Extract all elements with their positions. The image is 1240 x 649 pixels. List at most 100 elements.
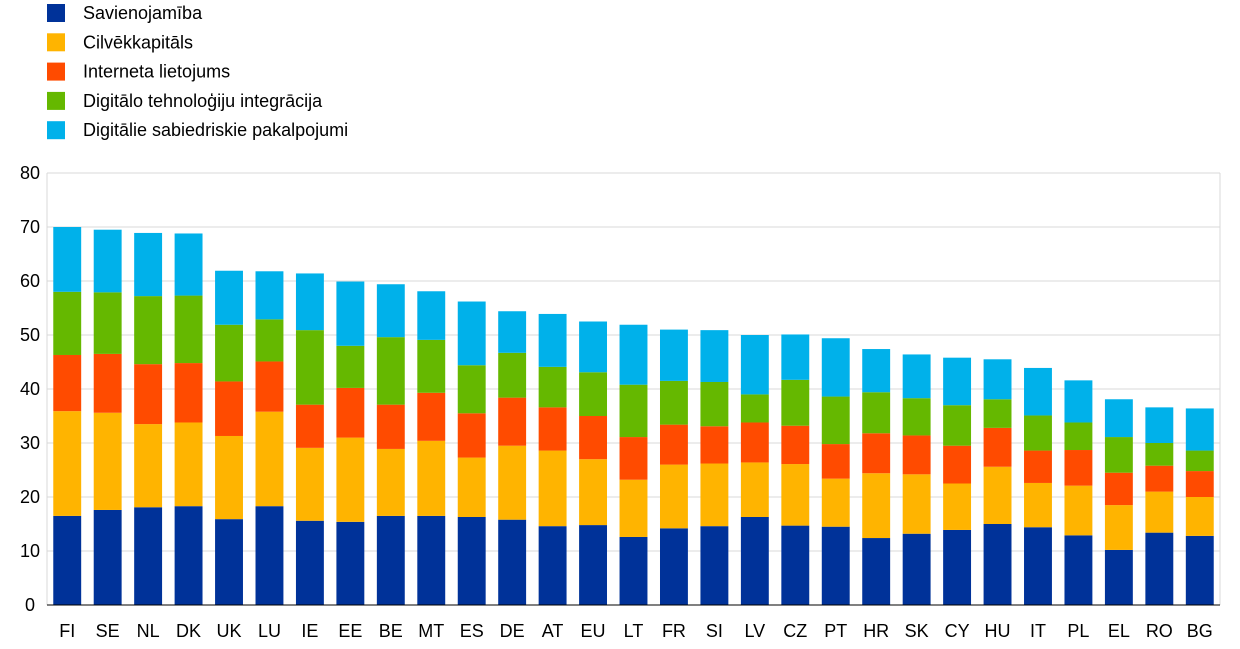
bar-segment-mt-digitalo-tehnologiju-integracija	[417, 339, 446, 393]
bar-segment-pt-digitalie-sabiedriskie-pakalpojumi	[821, 338, 850, 397]
bar-segment-el-cilvekkapitals	[1104, 505, 1133, 550]
bar-segment-nl-digitalo-tehnologiju-integracija	[134, 296, 163, 365]
bar-segment-es-digitalo-tehnologiju-integracija	[457, 365, 486, 414]
bar-segment-cz-digitalie-sabiedriskie-pakalpojumi	[781, 334, 810, 380]
bar-segment-it-digitalie-sabiedriskie-pakalpojumi	[1024, 367, 1052, 416]
bar-segment-pl-digitalie-sabiedriskie-pakalpojumi	[1064, 380, 1093, 423]
bar-segment-ee-digitalie-sabiedriskie-pakalpojumi	[336, 281, 365, 346]
x-tick-label-at: AT	[542, 621, 564, 641]
bar-segment-lt-digitalo-tehnologiju-integracija	[619, 384, 648, 438]
bar-segment-ie-savienojamiba	[295, 520, 324, 605]
bar-segment-at-savienojamiba	[538, 526, 567, 605]
bar-segment-ie-digitalo-tehnologiju-integracija	[295, 330, 324, 405]
legend-label-cilvekkapitals: Cilvēkkapitāls	[83, 32, 193, 52]
bar-segment-lv-interneta-lietojums	[740, 422, 769, 463]
bar-segment-pl-savienojamiba	[1064, 535, 1093, 605]
bar-segment-be-digitalie-sabiedriskie-pakalpojumi	[376, 284, 405, 338]
bar-segment-mt-digitalie-sabiedriskie-pakalpojumi	[417, 291, 446, 340]
bar-segment-dk-cilvekkapitals	[174, 422, 203, 507]
bar-segment-ee-savienojamiba	[336, 521, 365, 605]
bar-segment-be-savienojamiba	[376, 515, 405, 605]
x-tick-label-cy: CY	[945, 621, 970, 641]
bar-segment-hr-cilvekkapitals	[862, 473, 891, 539]
bar-segment-be-digitalo-tehnologiju-integracija	[376, 337, 405, 405]
bar-segment-es-digitalie-sabiedriskie-pakalpojumi	[457, 301, 486, 366]
bar-segment-si-interneta-lietojums	[700, 426, 729, 464]
bar-segment-fi-digitalie-sabiedriskie-pakalpojumi	[53, 227, 82, 292]
bar-segment-de-cilvekkapitals	[498, 445, 527, 520]
bar-segment-es-interneta-lietojums	[457, 413, 486, 458]
bar-segment-sk-savienojamiba	[902, 533, 931, 605]
legend-label-digitalie-sabiedriskie-pakalpojumi: Digitālie sabiedriskie pakalpojumi	[83, 120, 348, 140]
bar-segment-cz-interneta-lietojums	[781, 425, 810, 465]
bar-segment-ie-interneta-lietojums	[295, 404, 324, 448]
bar-segment-fr-savienojamiba	[659, 528, 688, 605]
x-tick-label-hu: HU	[985, 621, 1011, 641]
x-tick-label-de: DE	[500, 621, 525, 641]
x-tick-label-ro: RO	[1146, 621, 1173, 641]
bar-segment-ro-cilvekkapitals	[1145, 491, 1174, 533]
x-tick-label-si: SI	[706, 621, 723, 641]
bar-segment-ie-cilvekkapitals	[295, 447, 324, 521]
bar-segment-cy-interneta-lietojums	[943, 445, 972, 484]
bar-segment-el-digitalo-tehnologiju-integracija	[1104, 437, 1133, 473]
bar-segment-lu-interneta-lietojums	[255, 361, 284, 412]
bar-segment-fi-interneta-lietojums	[53, 354, 82, 412]
y-tick-label-50: 50	[20, 325, 40, 345]
bar-segment-fr-digitalo-tehnologiju-integracija	[659, 380, 688, 425]
bar-segment-cy-digitalie-sabiedriskie-pakalpojumi	[943, 357, 972, 406]
bar-segment-de-interneta-lietojums	[498, 397, 527, 446]
bar-segment-eu-cilvekkapitals	[579, 459, 608, 526]
x-tick-label-dk: DK	[176, 621, 201, 641]
bar-segment-dk-savienojamiba	[174, 506, 203, 605]
x-tick-label-ee: EE	[338, 621, 362, 641]
bar-segment-lu-digitalie-sabiedriskie-pakalpojumi	[255, 271, 284, 320]
bar-segment-bg-digitalo-tehnologiju-integracija	[1185, 450, 1214, 472]
bar-segment-el-savienojamiba	[1104, 549, 1133, 605]
bar-segment-se-cilvekkapitals	[93, 412, 122, 510]
bar-segment-ie-digitalie-sabiedriskie-pakalpojumi	[295, 273, 324, 331]
legend: Savienojamība Cilvēkkapitāls Interneta lie…	[47, 3, 348, 140]
y-axis: 0 10 20 30 40 50 60 70 80	[20, 163, 40, 615]
bar-segment-fr-digitalie-sabiedriskie-pakalpojumi	[659, 329, 688, 381]
x-tick-label-pt: PT	[824, 621, 847, 641]
y-tick-label-70: 70	[20, 217, 40, 237]
bar-segment-cy-cilvekkapitals	[943, 483, 972, 530]
x-tick-label-lv: LV	[745, 621, 766, 641]
bar-segment-lt-cilvekkapitals	[619, 479, 648, 537]
bar-segment-hr-savienojamiba	[862, 538, 891, 605]
bar-segment-pt-interneta-lietojums	[821, 444, 850, 479]
bar-segment-hr-digitalo-tehnologiju-integracija	[862, 392, 891, 434]
bar-segment-lv-digitalie-sabiedriskie-pakalpojumi	[740, 335, 769, 395]
bar-segment-uk-interneta-lietojums	[215, 381, 243, 436]
x-tick-label-sk: SK	[905, 621, 929, 641]
bar-segment-at-interneta-lietojums	[538, 407, 567, 451]
y-tick-label-20: 20	[20, 487, 40, 507]
bar-segment-se-interneta-lietojums	[93, 353, 122, 413]
bar-segment-pt-cilvekkapitals	[821, 478, 850, 527]
x-tick-label-lt: LT	[624, 621, 644, 641]
bar-segment-fi-digitalo-tehnologiju-integracija	[53, 291, 82, 355]
bar-segment-cz-cilvekkapitals	[781, 464, 810, 526]
bar-segment-es-savienojamiba	[457, 516, 486, 605]
bar-segment-eu-digitalo-tehnologiju-integracija	[579, 372, 608, 416]
bar-segment-it-savienojamiba	[1024, 527, 1052, 605]
bar-segment-uk-digitalie-sabiedriskie-pakalpojumi	[215, 270, 243, 325]
bar-segment-ro-digitalie-sabiedriskie-pakalpojumi	[1145, 407, 1174, 443]
legend-label-digitalo-tehnologiju-integracija: Digitālo tehnoloģiju integrācija	[83, 91, 323, 111]
bar-segment-si-digitalie-sabiedriskie-pakalpojumi	[700, 330, 729, 382]
legend-swatch-cilvekkapitals	[47, 33, 65, 52]
bar-segment-sk-cilvekkapitals	[902, 474, 931, 534]
bar-segment-bg-cilvekkapitals	[1185, 497, 1214, 536]
bar-segment-be-cilvekkapitals	[376, 448, 405, 516]
legend-swatch-savienojamiba	[47, 4, 65, 22]
legend-label-interneta-lietojums: Interneta lietojums	[83, 62, 230, 82]
bar-segment-fi-cilvekkapitals	[53, 411, 82, 516]
bar-segment-cz-digitalo-tehnologiju-integracija	[781, 379, 810, 426]
x-tick-label-eu: EU	[581, 621, 606, 641]
x-tick-label-nl: NL	[137, 621, 160, 641]
bar-segment-nl-interneta-lietojums	[134, 364, 163, 425]
bar-segment-cy-savienojamiba	[943, 529, 972, 605]
y-tick-label-80: 80	[20, 163, 40, 183]
bar-segment-lu-savienojamiba	[255, 506, 284, 605]
